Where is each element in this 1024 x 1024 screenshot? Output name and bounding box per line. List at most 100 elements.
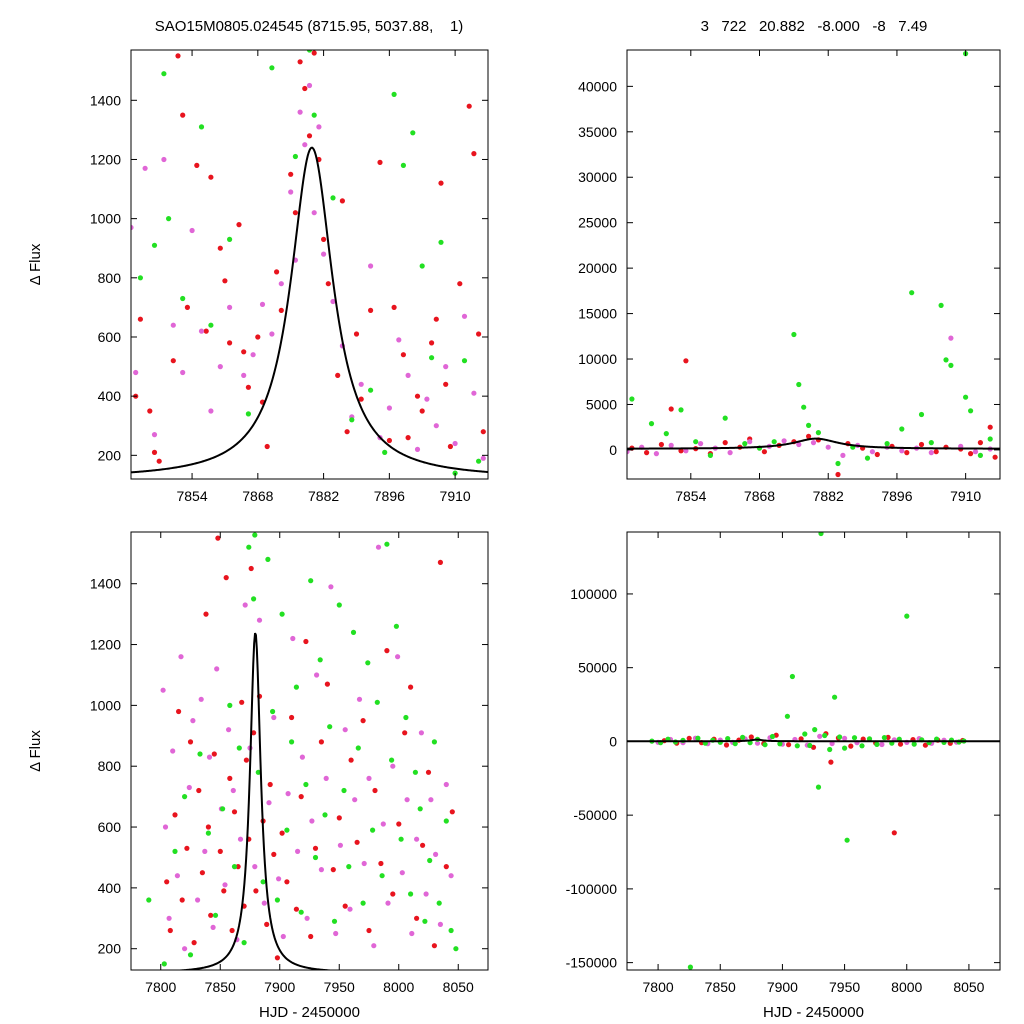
point-green-top-right-2-1	[648, 421, 655, 427]
point-red-bottom-left-0-51	[366, 927, 372, 934]
point-green-bottom-left-2-46	[398, 836, 404, 842]
point-red-top-left-0-36	[358, 396, 364, 402]
point-green-bottom-left-2-25	[298, 909, 304, 915]
point-green-bottom-left-2-12	[241, 940, 247, 946]
point-green-top-left-2-10	[292, 153, 298, 160]
x-tick-label-bottom-left-1: 7850	[205, 979, 236, 995]
point-red-top-left-0-38	[377, 159, 383, 165]
point-red-bottom-right-0-16	[848, 743, 854, 749]
point-magenta-top-left-1-35	[424, 396, 430, 402]
x-tick-label-top-right-4: 7910	[950, 488, 981, 504]
panel-bottom-right: 7800 7850 7900 7950 8000 8050 -150000 -100000 -5…	[566, 531, 1001, 1021]
point-green-bottom-left-2-7	[212, 912, 219, 918]
point-magenta-bottom-left-1-42	[342, 727, 348, 733]
x-tick-label-top-left-2: 7882	[308, 488, 339, 504]
y-tick-label-top-right-1: 5000	[586, 396, 617, 412]
y-tick-label-bottom-right-4: 50000	[578, 660, 617, 676]
point-magenta-top-right-1-18	[899, 448, 905, 454]
point-magenta-bottom-left-1-8	[190, 718, 196, 724]
point-green-bottom-right-2-19	[789, 673, 796, 680]
point-green-top-left-2-4	[180, 295, 186, 302]
point-magenta-bottom-left-1-61	[433, 851, 439, 858]
point-green-bottom-left-2-14	[251, 596, 257, 602]
point-magenta-bottom-left-1-60	[428, 797, 434, 803]
point-green-bottom-left-2-30	[322, 812, 328, 818]
point-red-bottom-left-0-53	[378, 860, 384, 867]
point-magenta-bottom-left-1-3	[170, 748, 176, 754]
point-green-top-right-2-26	[963, 394, 969, 400]
y-axis-label-bottom-left: Δ Flux	[27, 730, 44, 772]
point-red-bottom-left-0-10	[203, 611, 209, 617]
point-green-bottom-right-2-17	[777, 741, 783, 747]
point-red-top-left-0-17	[245, 384, 251, 390]
point-magenta-top-right-1-8	[747, 439, 753, 445]
point-red-bottom-left-0-39	[298, 794, 304, 800]
point-magenta-top-left-1-20	[302, 142, 308, 148]
point-red-bottom-left-0-19	[229, 927, 235, 934]
point-red-top-left-0-1	[137, 316, 143, 322]
point-magenta-bottom-right-1-15	[842, 735, 848, 741]
point-magenta-bottom-left-1-50	[380, 821, 386, 827]
point-magenta-bottom-left-1-13	[210, 924, 216, 931]
point-magenta-top-right-1-14	[840, 452, 846, 458]
y-tick-label-top-right-4: 20000	[578, 260, 617, 276]
point-magenta-top-left-1-32	[396, 337, 402, 343]
point-magenta-top-left-1-24	[321, 251, 327, 257]
point-green-bottom-right-2-16	[769, 733, 776, 740]
point-magenta-top-left-1-38	[452, 440, 458, 447]
point-magenta-bottom-left-1-7	[186, 784, 192, 791]
point-red-bottom-left-0-5	[184, 845, 190, 851]
point-green-bottom-left-2-31	[327, 724, 333, 730]
point-magenta-top-left-1-36	[433, 423, 439, 429]
point-green-bottom-right-2-35	[874, 741, 880, 748]
point-magenta-bottom-left-1-26	[266, 800, 272, 806]
point-magenta-top-right-1-3	[668, 442, 674, 448]
point-green-bottom-right-2-24	[815, 784, 822, 790]
point-red-top-left-0-28	[311, 50, 317, 56]
point-red-top-left-0-11	[208, 174, 214, 180]
point-green-top-right-2-22	[928, 440, 934, 446]
point-red-top-left-0-15	[236, 222, 242, 228]
point-magenta-bottom-left-1-52	[390, 763, 396, 769]
point-green-bottom-right-2-6	[695, 735, 701, 741]
point-green-top-left-2-8	[245, 411, 251, 417]
point-green-top-right-2-20	[909, 290, 915, 296]
point-red-bottom-left-0-9	[199, 870, 205, 876]
y-tick-label-bottom-right-0: -150000	[566, 955, 618, 971]
point-red-bottom-left-0-15	[217, 848, 223, 855]
point-green-bottom-right-2-31	[844, 837, 850, 843]
point-green-bottom-right-2-21	[802, 731, 808, 737]
point-red-top-right-0-8	[722, 440, 728, 446]
point-red-top-left-0-37	[368, 307, 374, 313]
x-tick-label-bottom-right-1: 7850	[705, 979, 736, 995]
point-green-top-left-2-17	[391, 91, 397, 97]
point-green-bottom-left-2-29	[317, 657, 323, 663]
point-magenta-top-left-1-21	[306, 82, 313, 89]
point-green-top-right-2-24	[943, 357, 949, 363]
point-magenta-bottom-left-1-11	[202, 848, 208, 855]
point-red-bottom-left-0-46	[336, 815, 342, 821]
point-red-top-left-0-27	[306, 133, 313, 139]
point-green-bottom-left-2-40	[370, 827, 376, 833]
point-magenta-bottom-left-1-56	[409, 930, 415, 937]
point-red-bottom-left-0-32	[267, 781, 273, 788]
point-red-bottom-left-0-40	[303, 638, 309, 645]
point-magenta-bottom-left-1-14	[214, 666, 220, 672]
point-magenta-top-right-1-2	[653, 451, 660, 457]
point-magenta-top-left-1-12	[241, 372, 247, 378]
y-tick-label-bottom-right-2: -50000	[573, 807, 617, 823]
point-red-top-left-0-24	[292, 210, 298, 216]
point-green-top-right-2-15	[835, 460, 841, 467]
point-green-bottom-left-2-47	[403, 714, 409, 721]
point-red-bottom-left-0-4	[179, 897, 185, 903]
point-magenta-top-right-1-10	[781, 438, 787, 444]
point-red-bottom-left-0-0	[164, 879, 170, 885]
point-magenta-top-left-1-31	[386, 405, 392, 411]
point-red-bottom-right-0-21	[897, 741, 904, 747]
point-red-bottom-left-0-38	[293, 906, 299, 912]
point-green-top-left-2-21	[429, 355, 435, 361]
model-curve-top-right	[627, 437, 1000, 450]
point-magenta-bottom-left-1-59	[423, 891, 429, 897]
point-green-bottom-right-2-32	[851, 735, 858, 741]
point-red-bottom-left-0-13	[211, 751, 217, 757]
